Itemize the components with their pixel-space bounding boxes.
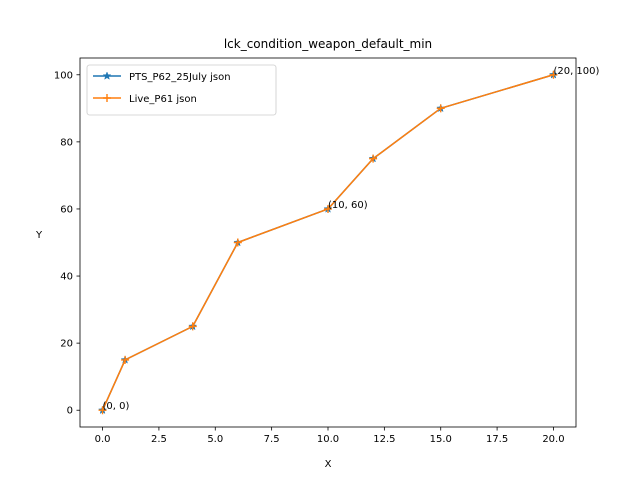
x-tick-label: 12.5 xyxy=(373,434,395,445)
x-axis-label: X xyxy=(325,459,332,470)
legend-label: PTS_P62_25July json xyxy=(129,72,231,83)
legend-marker xyxy=(103,94,111,102)
y-tick-label: 40 xyxy=(60,272,73,283)
series-line-1 xyxy=(101,74,554,411)
x-tick-label: 0.0 xyxy=(95,434,111,445)
y-axis-label: Y xyxy=(35,230,43,241)
series-1-point xyxy=(549,70,558,79)
x-tick-label: 20.0 xyxy=(542,434,564,445)
data-annotation: (0, 0) xyxy=(103,401,130,412)
x-tick-label: 17.5 xyxy=(486,434,508,445)
chart-title: lck_condition_weapon_default_min xyxy=(224,37,432,51)
data-annotation: (20, 100) xyxy=(553,66,599,77)
x-tick-label: 2.5 xyxy=(151,434,167,445)
plot-area: 0.0 2.5 5.0 7.5 10.0 12.5 15.0 17.5 20.0 0 20 40 60 8… xyxy=(54,57,600,445)
series-1-point xyxy=(233,238,242,247)
series-1-point xyxy=(324,204,332,213)
y-tick-label: 60 xyxy=(60,204,73,215)
series-1-point xyxy=(98,406,107,415)
y-tick-label: 0 xyxy=(67,406,73,417)
y-tick-label: 20 xyxy=(60,339,73,350)
legend-box xyxy=(86,64,277,116)
x-tick-label: 7.5 xyxy=(264,434,280,445)
x-tick-label: 15.0 xyxy=(430,434,452,445)
series-1-point xyxy=(121,355,130,364)
y-tick-label: 100 xyxy=(54,70,73,81)
series-1-point xyxy=(436,104,445,113)
y-tick-label: 80 xyxy=(60,137,73,148)
series-line-0 xyxy=(101,74,554,411)
x-tick-label: 5.0 xyxy=(207,434,223,445)
series-1-point xyxy=(188,322,197,331)
x-tick-label: 10.0 xyxy=(317,434,339,445)
legend-label: Live_P61 json xyxy=(129,94,197,105)
data-annotation: (10, 60) xyxy=(328,200,368,211)
series-1-point xyxy=(369,154,378,163)
legend-marker xyxy=(102,71,112,80)
legend: PTS_P62_25July json Live_P61 json xyxy=(86,64,277,116)
